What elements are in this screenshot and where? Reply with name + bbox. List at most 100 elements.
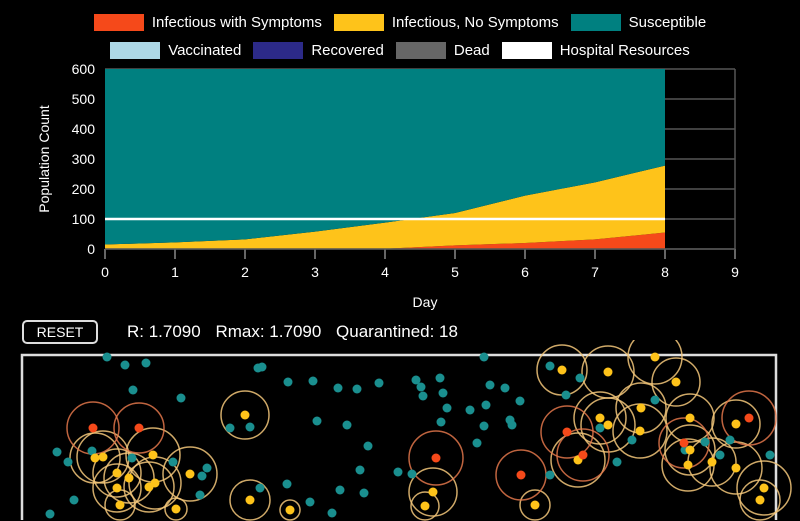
infection-radius (540, 405, 594, 459)
susceptible-agent (333, 383, 343, 393)
susceptible-agent (416, 382, 426, 392)
symptomatic-agent (679, 438, 689, 448)
infection-radius (519, 489, 551, 521)
infection-radius (580, 397, 636, 453)
symptomatic-agent (516, 470, 526, 480)
symptomatic-agent (562, 427, 572, 437)
y-tick-label: 400 (72, 121, 96, 137)
infection-radius (664, 424, 716, 476)
susceptible-agent (195, 490, 205, 500)
asymptomatic-agent (650, 352, 660, 362)
susceptible-agent (435, 373, 445, 383)
susceptible-agent (52, 447, 62, 457)
x-tick-label: 2 (241, 264, 249, 280)
asymptomatic-agent (285, 505, 295, 515)
susceptible-agent (363, 441, 373, 451)
asymptomatic-agent (185, 469, 195, 479)
asymptomatic-agent (671, 377, 681, 387)
susceptible-agent (352, 384, 362, 394)
asymptomatic-agent (90, 453, 100, 463)
asymptomatic-agent (115, 500, 125, 510)
susceptible-agent (335, 485, 345, 495)
susceptible-agent (87, 446, 97, 456)
susceptible-agent (481, 400, 491, 410)
susceptible-agent (202, 463, 212, 473)
legend-swatch (333, 13, 384, 31)
infection-radius (410, 491, 440, 521)
infection-radius (736, 460, 792, 516)
susceptible-agent (176, 393, 186, 403)
asymptomatic-agent (530, 500, 540, 510)
y-tick-label: 600 (72, 61, 96, 77)
asymptomatic-agent (685, 413, 695, 423)
susceptible-agent (355, 465, 365, 475)
quarantined-count: Quarantined: 18 (336, 322, 458, 341)
infection-radius (721, 390, 777, 446)
infection-radius (92, 463, 142, 513)
legend-item: Recovered (253, 41, 384, 59)
asymptomatic-agent (171, 504, 181, 514)
infection-radius (408, 430, 464, 486)
x-tick-label: 6 (521, 264, 529, 280)
susceptible-agent (327, 508, 337, 518)
legend-label: Infectious, No Symptoms (391, 13, 559, 31)
legend-item: Hospital Resources (501, 41, 690, 59)
y-tick-label: 100 (72, 211, 96, 227)
susceptible-agent (374, 378, 384, 388)
y-tick-label: 200 (72, 181, 96, 197)
asymptomatic-agent (148, 450, 158, 460)
legend-label: Hospital Resources (559, 41, 690, 59)
asymptomatic-agent (98, 452, 108, 462)
legend-label: Recovered (311, 41, 384, 59)
susceptible-agent (120, 360, 130, 370)
susceptible-agent (438, 388, 448, 398)
infection-radius (556, 428, 610, 482)
infection-radius (220, 390, 270, 440)
infection-radius (123, 461, 175, 513)
susceptible-agent (442, 403, 452, 413)
rmax-value: Rmax: 1.7090 (215, 322, 322, 341)
infection-radius (711, 399, 761, 449)
asymptomatic-agent (755, 495, 765, 505)
legend-label: Vaccinated (168, 41, 242, 59)
asymptomatic-agent (557, 365, 567, 375)
susceptible-agent (505, 415, 515, 425)
susceptible-agent (393, 467, 403, 477)
susceptible-agent (282, 479, 292, 489)
susceptible-agent (472, 438, 482, 448)
x-tick-label: 9 (731, 264, 739, 280)
reset-button[interactable]: RESET (22, 320, 98, 344)
susceptible-agent (575, 373, 585, 383)
susceptible-agent (411, 375, 421, 385)
susceptible-agent (561, 390, 571, 400)
symptomatic-agent (744, 413, 754, 423)
susceptible-agent (102, 352, 112, 362)
susceptible-agent (69, 495, 79, 505)
asymptomatic-agent (707, 457, 717, 467)
asymptomatic-agent (144, 482, 154, 492)
infection-radius (627, 340, 683, 385)
susceptible-agent (436, 417, 446, 427)
infection-radius (92, 448, 142, 498)
susceptible-agent (245, 422, 255, 432)
infection-radius (279, 499, 301, 521)
area-infectious-no-symptoms (105, 165, 665, 249)
asymptomatic-agent (759, 483, 769, 493)
area-susceptible (105, 69, 665, 245)
susceptible-agent (63, 457, 73, 467)
asymptomatic-agent (420, 501, 430, 511)
susceptible-agent (305, 497, 315, 507)
simulation-canvas (20, 340, 792, 521)
symptomatic-agent (134, 423, 144, 433)
symptomatic-agent (431, 453, 441, 463)
susceptible-agent (359, 488, 369, 498)
legend-label: Infectious with Symptoms (151, 13, 322, 31)
asymptomatic-agent (636, 403, 646, 413)
area-infectious-with-symptoms (105, 232, 665, 249)
susceptible-agent (168, 457, 178, 467)
susceptible-agent (418, 391, 428, 401)
susceptible-agent (545, 361, 555, 371)
legend-item: Vaccinated (110, 41, 242, 59)
y-axis-label: Population Count (36, 105, 52, 213)
simulation-boundary (20, 353, 778, 520)
